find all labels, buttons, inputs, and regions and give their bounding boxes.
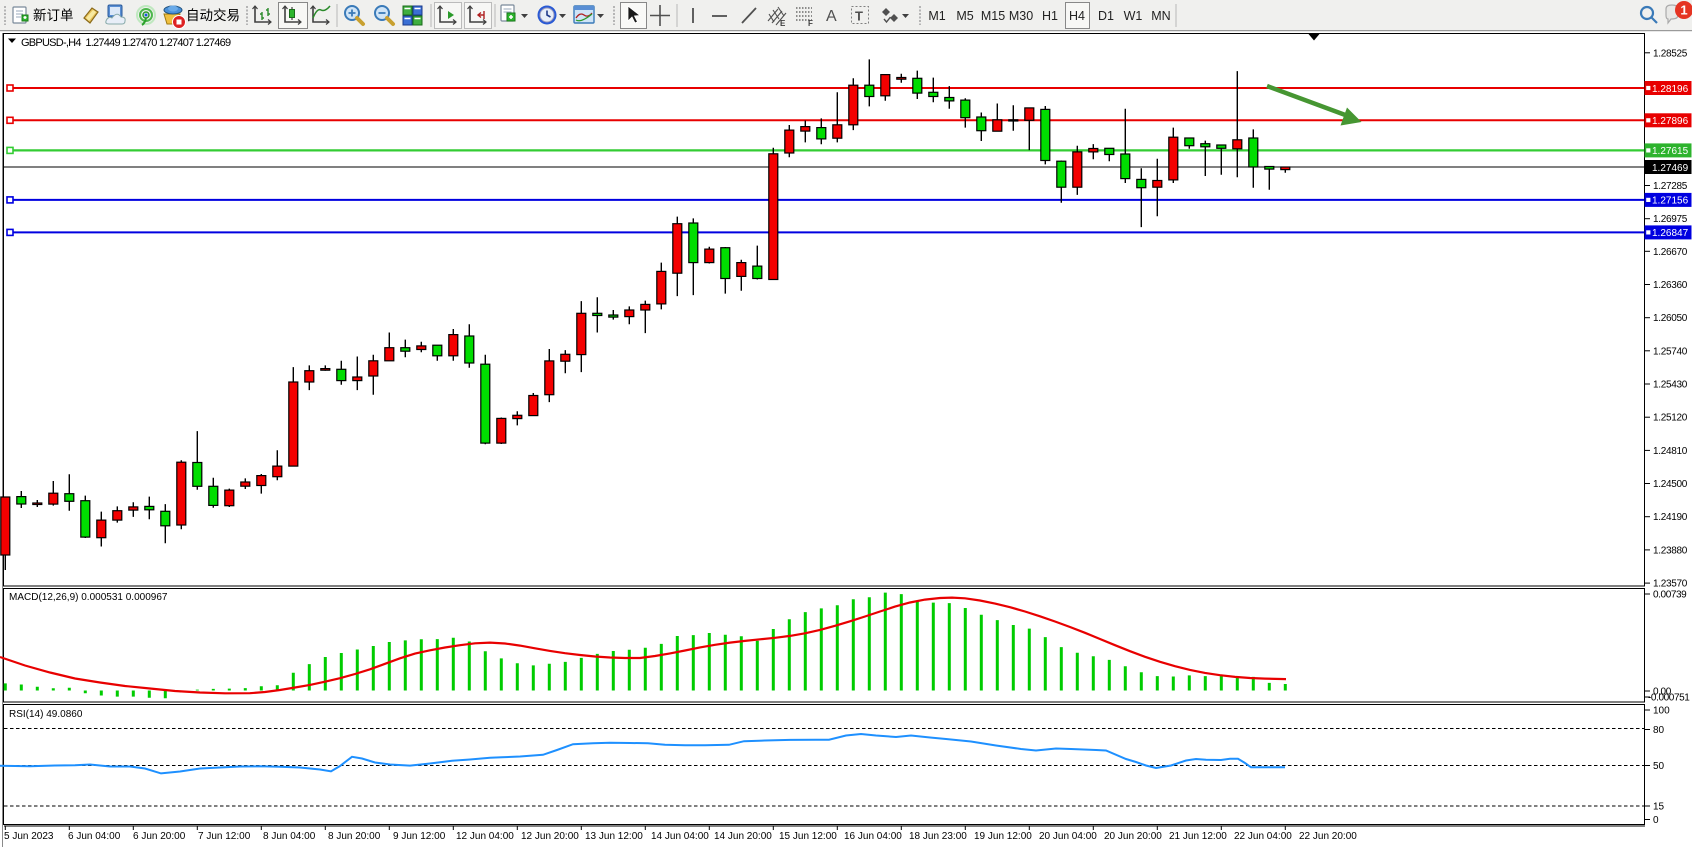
svg-text:W1: W1 [1124, 9, 1143, 23]
svg-text:1.27156: 1.27156 [1652, 196, 1689, 207]
svg-text:14 Jun 04:00: 14 Jun 04:00 [651, 831, 709, 842]
svg-text:1.23570: 1.23570 [1653, 579, 1688, 590]
svg-text:1.26050: 1.26050 [1653, 313, 1688, 324]
svg-text:H4: H4 [1069, 9, 1085, 23]
svg-text:自动交易: 自动交易 [186, 7, 240, 23]
svg-text:1.26847: 1.26847 [1652, 228, 1689, 239]
svg-text:50: 50 [1653, 761, 1665, 772]
svg-text:1.25740: 1.25740 [1653, 346, 1688, 357]
svg-text:0.00: 0.00 [1653, 687, 1672, 698]
svg-text:1: 1 [1680, 3, 1687, 18]
svg-text:1.27615: 1.27615 [1652, 146, 1689, 157]
svg-text:M5: M5 [956, 9, 973, 23]
svg-text:20 Jun 20:00: 20 Jun 20:00 [1104, 831, 1162, 842]
svg-text:1.26670: 1.26670 [1653, 247, 1688, 258]
svg-text:6 Jun 20:00: 6 Jun 20:00 [133, 831, 186, 842]
svg-text:1.24500: 1.24500 [1653, 479, 1688, 490]
svg-text:1.25430: 1.25430 [1653, 380, 1688, 391]
svg-text:20 Jun 04:00: 20 Jun 04:00 [1039, 831, 1097, 842]
svg-text:100: 100 [1653, 706, 1670, 717]
svg-text:GBPUSD-,H4 1.27449 1.27470 1.: GBPUSD-,H4 1.27449 1.27470 1.27407 1.274… [21, 37, 231, 49]
svg-text:8 Jun 04:00: 8 Jun 04:00 [263, 831, 316, 842]
svg-text:MACD(12,26,9) 0.000531 0.00096: MACD(12,26,9) 0.000531 0.000967 [9, 592, 168, 603]
svg-text:1.28525: 1.28525 [1653, 48, 1688, 59]
svg-text:13 Jun 12:00: 13 Jun 12:00 [585, 831, 643, 842]
svg-text:9 Jun 12:00: 9 Jun 12:00 [393, 831, 446, 842]
svg-text:1.27469: 1.27469 [1652, 163, 1689, 174]
svg-text:MN: MN [1151, 9, 1170, 23]
svg-text:22 Jun 20:00: 22 Jun 20:00 [1299, 831, 1357, 842]
svg-text:22 Jun 04:00: 22 Jun 04:00 [1234, 831, 1292, 842]
svg-text:1.26360: 1.26360 [1653, 280, 1688, 291]
svg-text:18 Jun 23:00: 18 Jun 23:00 [909, 831, 967, 842]
svg-text:E: E [780, 19, 786, 28]
svg-text:14 Jun 20:00: 14 Jun 20:00 [714, 831, 772, 842]
svg-text:M15: M15 [981, 9, 1005, 23]
svg-text:-0.000751: -0.000751 [1648, 693, 1690, 704]
svg-text:新订单: 新订单 [33, 8, 74, 23]
svg-text:6 Jun 04:00: 6 Jun 04:00 [68, 831, 121, 842]
svg-text:0: 0 [1653, 815, 1659, 826]
svg-text:12 Jun 04:00: 12 Jun 04:00 [456, 831, 514, 842]
svg-text:21 Jun 12:00: 21 Jun 12:00 [1169, 831, 1227, 842]
svg-text:1.24190: 1.24190 [1653, 512, 1688, 523]
svg-text:16 Jun 04:00: 16 Jun 04:00 [844, 831, 902, 842]
svg-text:15: 15 [1653, 802, 1665, 813]
svg-text:M30: M30 [1009, 9, 1033, 23]
svg-text:1.26975: 1.26975 [1653, 214, 1688, 225]
svg-text:7 Jun 12:00: 7 Jun 12:00 [198, 831, 251, 842]
svg-text:0.00739: 0.00739 [1653, 590, 1687, 601]
svg-text:1.23880: 1.23880 [1653, 545, 1688, 556]
svg-text:5 Jun 2023: 5 Jun 2023 [4, 831, 54, 842]
svg-text:1.27896: 1.27896 [1652, 116, 1689, 127]
svg-text:80: 80 [1653, 725, 1665, 736]
svg-text:8 Jun 20:00: 8 Jun 20:00 [328, 831, 381, 842]
svg-text:15 Jun 12:00: 15 Jun 12:00 [779, 831, 837, 842]
svg-text:RSI(14) 49.0860: RSI(14) 49.0860 [9, 709, 83, 720]
svg-text:T: T [855, 9, 863, 24]
svg-text:12 Jun 20:00: 12 Jun 20:00 [521, 831, 579, 842]
svg-text:19 Jun 12:00: 19 Jun 12:00 [974, 831, 1032, 842]
svg-text:H1: H1 [1042, 9, 1058, 23]
svg-text:1.25120: 1.25120 [1653, 413, 1688, 424]
svg-text:1.24810: 1.24810 [1653, 446, 1688, 457]
svg-text:1.28196: 1.28196 [1652, 84, 1689, 95]
svg-text:A: A [826, 8, 837, 25]
svg-text:D1: D1 [1098, 9, 1114, 23]
svg-text:F: F [808, 19, 813, 28]
svg-text:M1: M1 [928, 9, 945, 23]
svg-text:1.27285: 1.27285 [1653, 181, 1688, 192]
